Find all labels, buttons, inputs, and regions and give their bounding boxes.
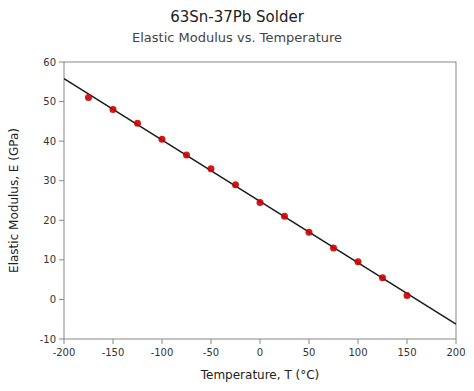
x-tick (162, 339, 163, 344)
x-tick (309, 339, 310, 344)
y-tick (59, 299, 64, 300)
x-tick (211, 339, 212, 344)
y-tick-label: 20 (43, 215, 56, 226)
x-tick-label: 50 (303, 347, 316, 358)
y-axis-label: Elastic Modulus, E (GPa) (7, 128, 21, 273)
data-point (404, 292, 411, 299)
data-point (134, 120, 141, 127)
y-tick-label: 50 (43, 96, 56, 107)
x-tick-label: 0 (257, 347, 263, 358)
data-point (110, 106, 117, 113)
x-tick (456, 339, 457, 344)
data-point (208, 165, 215, 172)
y-tick (59, 220, 64, 221)
chart: 63Sn-37Pb Solder Elastic Modulus vs. Temp… (0, 0, 474, 391)
data-point (232, 181, 239, 188)
data-point (159, 136, 166, 143)
x-tick (113, 339, 114, 344)
y-tick-label: 0 (50, 294, 56, 305)
data-point (257, 199, 264, 206)
x-tick-label: -200 (53, 347, 76, 358)
y-tick (59, 259, 64, 260)
x-tick (260, 339, 261, 344)
x-tick-label: -100 (151, 347, 174, 358)
y-tick-label: 60 (43, 57, 56, 68)
x-axis-label: Temperature, T (°C) (200, 368, 320, 382)
subtitle: Elastic Modulus vs. Temperature (132, 30, 342, 45)
y-tick (59, 180, 64, 181)
trend-line (64, 79, 456, 324)
y-tick-label: 40 (43, 136, 56, 147)
plot-area (64, 79, 456, 324)
y-tick (59, 339, 64, 340)
x-tick (64, 339, 65, 344)
x-tick (358, 339, 359, 344)
x-tick (407, 339, 408, 344)
data-point (379, 274, 386, 281)
x-tick-label: 150 (397, 347, 416, 358)
plot-frame (64, 62, 456, 339)
title: 63Sn-37Pb Solder (170, 8, 305, 26)
x-tick-label: -150 (102, 347, 125, 358)
data-point (85, 94, 92, 101)
x-tick-label: 200 (446, 347, 465, 358)
x-tick-label: -50 (203, 347, 219, 358)
y-tick (59, 141, 64, 142)
data-point (183, 151, 190, 158)
data-point (281, 213, 288, 220)
y-tick-label: -10 (40, 334, 56, 345)
y-tick (59, 101, 64, 102)
data-point (306, 229, 313, 236)
data-point (330, 244, 337, 251)
y-tick-label: 10 (43, 254, 56, 265)
y-tick (59, 62, 64, 63)
data-point (355, 258, 362, 265)
y-tick-label: 30 (43, 175, 56, 186)
x-tick-label: 100 (348, 347, 367, 358)
